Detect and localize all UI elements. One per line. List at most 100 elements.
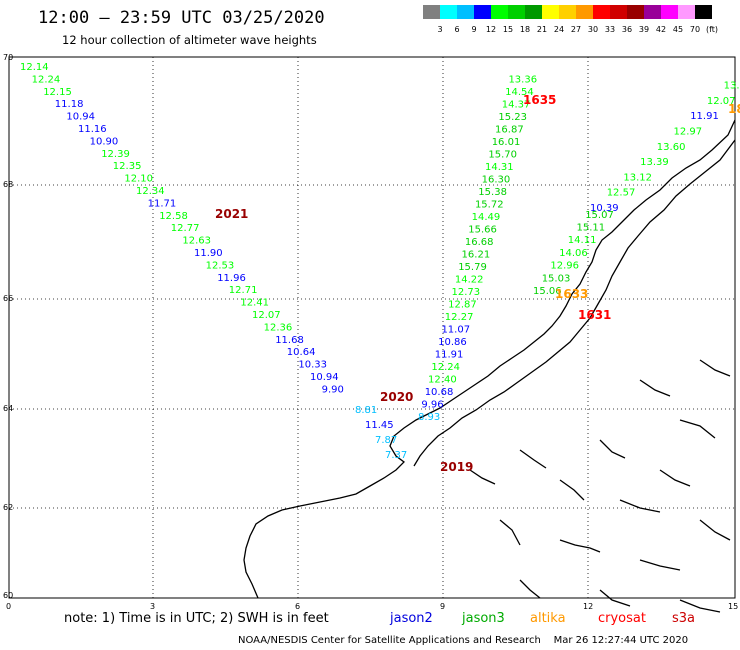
wave-height-value: 12.24 — [32, 74, 61, 85]
wave-height-value: 14.37 — [502, 100, 531, 111]
wave-height-value: 12.07 — [252, 310, 281, 321]
wave-height-value: 13.36 — [508, 75, 537, 86]
y-axis-label-60: 60 — [3, 591, 14, 600]
wave-height-value: 12.77 — [171, 223, 200, 234]
wave-height-value: 10.33 — [298, 360, 327, 371]
wave-height-value: 16.21 — [462, 250, 491, 261]
colorbar-swatch — [542, 5, 559, 19]
colorbar-swatch — [423, 5, 440, 19]
y-axis-label-66: 66 — [3, 294, 14, 303]
wave-height-value: 11.18 — [55, 99, 84, 110]
colorbar-label: 39 — [638, 25, 650, 34]
colorbar-label: 45 — [672, 25, 684, 34]
colorbar-label: 33 — [604, 25, 616, 34]
wave-height-value: 13.39 — [640, 157, 669, 168]
wave-height-value: 8.81 — [355, 405, 377, 416]
wave-height-value: 12.10 — [124, 174, 153, 185]
colorbar-label: 70 — [689, 25, 701, 34]
wave-height-value: 13.60 — [657, 142, 686, 153]
colorbar-label: 27 — [570, 25, 582, 34]
wave-height-value: 15.06 — [533, 286, 562, 297]
wave-height-value: 12.34 — [136, 186, 165, 197]
wave-height-value: 15.38 — [478, 187, 507, 198]
x-axis-label-12: 12 — [583, 602, 594, 611]
coastline — [243, 119, 736, 613]
colorbar-label: 6 — [454, 25, 460, 34]
wave-height-value: 12.87 — [448, 300, 477, 311]
colorbar-swatch — [474, 5, 491, 19]
colorbar-label: 24 — [553, 25, 565, 34]
colorbar-swatch — [644, 5, 661, 19]
wave-height-value: 10.90 — [90, 136, 119, 147]
wave-height-value: 15.23 — [498, 112, 527, 123]
wave-height-value: 15.66 — [468, 225, 497, 236]
wave-height-value: 15.70 — [488, 150, 517, 161]
pass-time-label: 2019 — [440, 460, 473, 474]
pass-time-label: 1633 — [555, 287, 588, 301]
wave-height-value: 12.96 — [550, 261, 579, 272]
x-axis-label-6: 6 — [295, 602, 301, 611]
wave-height-value: 12.73 — [452, 287, 481, 298]
colorbar-label: 30 — [587, 25, 599, 34]
wave-height-value: 13.08 — [724, 81, 740, 92]
note-text: note: 1) Time is in UTC; 2) SWH is in fe… — [64, 611, 329, 626]
wave-height-value: 13.12 — [623, 172, 652, 183]
wave-height-value: 12.58 — [159, 211, 188, 222]
y-axis-label-70: 70 — [3, 53, 14, 62]
colorbar-label: 15 — [502, 25, 514, 34]
wave-height-value: 12.39 — [101, 149, 130, 160]
wave-height-value: 12.14 — [20, 62, 49, 73]
wave-height-value: 14.49 — [472, 212, 501, 223]
wave-height-value: 14.11 — [568, 235, 597, 246]
legend-jason3: jason3 — [462, 611, 505, 626]
wave-height-value: 11.96 — [217, 273, 246, 284]
wave-height-value: 9.96 — [421, 400, 443, 411]
colorbar-label: 3 — [437, 25, 443, 34]
wave-height-value: 16.68 — [465, 237, 494, 248]
wave-height-value: 10.39 — [590, 203, 619, 214]
wave-height-value: 12.53 — [206, 260, 235, 271]
colorbar-label: 21 — [536, 25, 548, 34]
wave-height-value: 12.35 — [113, 161, 142, 172]
pass-time-label: 2020 — [380, 390, 413, 404]
wave-height-value: 11.90 — [194, 248, 223, 259]
wave-height-value: 12.27 — [445, 312, 474, 323]
colorbar-swatch — [576, 5, 593, 19]
wave-height-value: 11.91 — [435, 350, 464, 361]
colorbar-label: 12 — [485, 25, 497, 34]
colorbar-label: (ft) — [705, 25, 719, 34]
colorbar-swatch — [559, 5, 576, 19]
wave-height-value: 12.57 — [607, 188, 636, 199]
colorbar-swatch — [457, 5, 474, 19]
x-axis-label-9: 9 — [440, 602, 446, 611]
colorbar-swatch — [627, 5, 644, 19]
wave-height-value: 16.01 — [492, 137, 521, 148]
wave-height-value: 12.71 — [229, 285, 258, 296]
wave-height-value: 12.24 — [431, 362, 460, 373]
wave-height-value: 10.64 — [287, 347, 316, 358]
colorbar-swatch — [695, 5, 712, 19]
wave-height-value: 10.94 — [66, 112, 95, 123]
wave-height-value: 10.86 — [438, 337, 467, 348]
wave-height-value: 14.31 — [485, 162, 514, 173]
colorbar-swatch — [508, 5, 525, 19]
wave-height-value: 12.97 — [674, 127, 703, 138]
chart-subtitle: 12 hour collection of altimeter wave hei… — [62, 33, 317, 47]
wave-height-value: 12.15 — [43, 87, 72, 98]
y-axis-label-62: 62 — [3, 503, 14, 512]
y-axis-label-64: 64 — [3, 404, 14, 413]
wave-height-value: 12.41 — [240, 298, 269, 309]
footer-credit: NOAA/NESDIS Center for Satellite Applica… — [238, 635, 689, 646]
wave-height-value: 7.37 — [385, 450, 407, 461]
legend-altika: altika — [530, 611, 566, 626]
wave-height-value: 11.16 — [78, 124, 107, 135]
wave-height-value: 12.36 — [264, 322, 293, 333]
y-axis-label-68: 68 — [3, 180, 14, 189]
wave-height-value: 15.11 — [577, 223, 606, 234]
wave-height-value: 12.07 — [707, 96, 736, 107]
colorbar-swatch — [661, 5, 678, 19]
wave-height-value: 7.87 — [375, 435, 397, 446]
wave-height-value: 14.54 — [505, 87, 534, 98]
wave-height-value: 12.40 — [428, 375, 457, 386]
wave-height-value: 9.90 — [322, 384, 344, 395]
